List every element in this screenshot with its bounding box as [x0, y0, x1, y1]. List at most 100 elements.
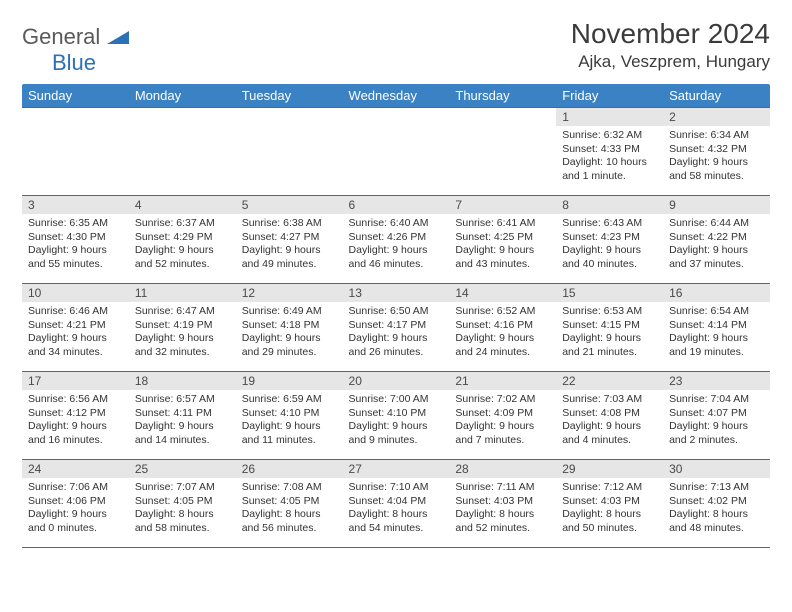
sunrise-text: Sunrise: 6:40 AM [349, 217, 444, 231]
sunset-text: Sunset: 4:10 PM [242, 407, 337, 421]
sunrise-text: Sunrise: 7:13 AM [669, 481, 764, 495]
calendar-table: Sunday Monday Tuesday Wednesday Thursday… [22, 84, 770, 548]
sunset-text: Sunset: 4:23 PM [562, 231, 657, 245]
sunset-text: Sunset: 4:30 PM [28, 231, 123, 245]
sunset-text: Sunset: 4:27 PM [242, 231, 337, 245]
day-details: Sunrise: 7:06 AMSunset: 4:06 PMDaylight:… [22, 478, 129, 540]
sunrise-text: Sunrise: 7:08 AM [242, 481, 337, 495]
sunrise-text: Sunrise: 6:34 AM [669, 129, 764, 143]
day-number: 24 [22, 460, 129, 478]
sunrise-text: Sunrise: 7:10 AM [349, 481, 444, 495]
sunset-text: Sunset: 4:16 PM [455, 319, 550, 333]
calendar-cell: 4Sunrise: 6:37 AMSunset: 4:29 PMDaylight… [129, 196, 236, 284]
calendar-cell: 23Sunrise: 7:04 AMSunset: 4:07 PMDayligh… [663, 372, 770, 460]
daylight-text: Daylight: 9 hours and 40 minutes. [562, 244, 657, 271]
calendar-cell: 12Sunrise: 6:49 AMSunset: 4:18 PMDayligh… [236, 284, 343, 372]
sunrise-text: Sunrise: 6:56 AM [28, 393, 123, 407]
day-details: Sunrise: 7:00 AMSunset: 4:10 PMDaylight:… [343, 390, 450, 452]
daylight-text: Daylight: 8 hours and 50 minutes. [562, 508, 657, 535]
day-details: Sunrise: 6:46 AMSunset: 4:21 PMDaylight:… [22, 302, 129, 364]
sunrise-text: Sunrise: 6:52 AM [455, 305, 550, 319]
location-text: Ajka, Veszprem, Hungary [571, 52, 770, 72]
day-number: 9 [663, 196, 770, 214]
sunrise-text: Sunrise: 6:43 AM [562, 217, 657, 231]
daylight-text: Daylight: 9 hours and 29 minutes. [242, 332, 337, 359]
daylight-text: Daylight: 9 hours and 4 minutes. [562, 420, 657, 447]
dow-wednesday: Wednesday [343, 84, 450, 108]
sunset-text: Sunset: 4:05 PM [135, 495, 230, 509]
sunset-text: Sunset: 4:09 PM [455, 407, 550, 421]
day-details: Sunrise: 6:35 AMSunset: 4:30 PMDaylight:… [22, 214, 129, 276]
day-number: 17 [22, 372, 129, 390]
calendar-cell [129, 108, 236, 196]
sunrise-text: Sunrise: 6:32 AM [562, 129, 657, 143]
calendar-cell: 17Sunrise: 6:56 AMSunset: 4:12 PMDayligh… [22, 372, 129, 460]
day-number: 6 [343, 196, 450, 214]
day-details: Sunrise: 6:59 AMSunset: 4:10 PMDaylight:… [236, 390, 343, 452]
sunset-text: Sunset: 4:10 PM [349, 407, 444, 421]
day-number: 29 [556, 460, 663, 478]
day-number: 18 [129, 372, 236, 390]
daylight-text: Daylight: 9 hours and 11 minutes. [242, 420, 337, 447]
calendar-cell [22, 108, 129, 196]
sunset-text: Sunset: 4:14 PM [669, 319, 764, 333]
sunset-text: Sunset: 4:25 PM [455, 231, 550, 245]
day-details: Sunrise: 7:03 AMSunset: 4:08 PMDaylight:… [556, 390, 663, 452]
calendar-cell: 5Sunrise: 6:38 AMSunset: 4:27 PMDaylight… [236, 196, 343, 284]
day-number: 4 [129, 196, 236, 214]
daylight-text: Daylight: 9 hours and 16 minutes. [28, 420, 123, 447]
sunrise-text: Sunrise: 6:59 AM [242, 393, 337, 407]
daylight-text: Daylight: 9 hours and 7 minutes. [455, 420, 550, 447]
day-number: 8 [556, 196, 663, 214]
day-details: Sunrise: 7:07 AMSunset: 4:05 PMDaylight:… [129, 478, 236, 540]
day-details: Sunrise: 6:56 AMSunset: 4:12 PMDaylight:… [22, 390, 129, 452]
day-details: Sunrise: 6:50 AMSunset: 4:17 PMDaylight:… [343, 302, 450, 364]
day-number: 23 [663, 372, 770, 390]
sunset-text: Sunset: 4:22 PM [669, 231, 764, 245]
day-details: Sunrise: 6:44 AMSunset: 4:22 PMDaylight:… [663, 214, 770, 276]
day-details: Sunrise: 6:52 AMSunset: 4:16 PMDaylight:… [449, 302, 556, 364]
day-number: 12 [236, 284, 343, 302]
calendar-cell: 15Sunrise: 6:53 AMSunset: 4:15 PMDayligh… [556, 284, 663, 372]
day-number: 25 [129, 460, 236, 478]
daylight-text: Daylight: 9 hours and 46 minutes. [349, 244, 444, 271]
calendar-cell [236, 108, 343, 196]
day-details: Sunrise: 7:02 AMSunset: 4:09 PMDaylight:… [449, 390, 556, 452]
dow-monday: Monday [129, 84, 236, 108]
daylight-text: Daylight: 8 hours and 56 minutes. [242, 508, 337, 535]
sunset-text: Sunset: 4:03 PM [562, 495, 657, 509]
calendar-cell: 20Sunrise: 7:00 AMSunset: 4:10 PMDayligh… [343, 372, 450, 460]
sunset-text: Sunset: 4:02 PM [669, 495, 764, 509]
sunset-text: Sunset: 4:21 PM [28, 319, 123, 333]
calendar-cell: 16Sunrise: 6:54 AMSunset: 4:14 PMDayligh… [663, 284, 770, 372]
sunrise-text: Sunrise: 6:44 AM [669, 217, 764, 231]
sunrise-text: Sunrise: 6:46 AM [28, 305, 123, 319]
day-details: Sunrise: 7:13 AMSunset: 4:02 PMDaylight:… [663, 478, 770, 540]
day-number: 28 [449, 460, 556, 478]
day-number: 14 [449, 284, 556, 302]
daylight-text: Daylight: 9 hours and 24 minutes. [455, 332, 550, 359]
day-details: Sunrise: 6:49 AMSunset: 4:18 PMDaylight:… [236, 302, 343, 364]
daylight-text: Daylight: 9 hours and 34 minutes. [28, 332, 123, 359]
day-number: 26 [236, 460, 343, 478]
day-number: 10 [22, 284, 129, 302]
sunset-text: Sunset: 4:12 PM [28, 407, 123, 421]
sunrise-text: Sunrise: 6:38 AM [242, 217, 337, 231]
calendar-cell: 28Sunrise: 7:11 AMSunset: 4:03 PMDayligh… [449, 460, 556, 548]
sunrise-text: Sunrise: 7:12 AM [562, 481, 657, 495]
sunset-text: Sunset: 4:29 PM [135, 231, 230, 245]
sunset-text: Sunset: 4:15 PM [562, 319, 657, 333]
sunset-text: Sunset: 4:33 PM [562, 143, 657, 157]
calendar-cell: 3Sunrise: 6:35 AMSunset: 4:30 PMDaylight… [22, 196, 129, 284]
daylight-text: Daylight: 8 hours and 54 minutes. [349, 508, 444, 535]
sunrise-text: Sunrise: 7:00 AM [349, 393, 444, 407]
day-details: Sunrise: 7:12 AMSunset: 4:03 PMDaylight:… [556, 478, 663, 540]
calendar-cell: 22Sunrise: 7:03 AMSunset: 4:08 PMDayligh… [556, 372, 663, 460]
sunrise-text: Sunrise: 6:47 AM [135, 305, 230, 319]
logo: General Blue [22, 24, 129, 76]
sunset-text: Sunset: 4:18 PM [242, 319, 337, 333]
daylight-text: Daylight: 9 hours and 58 minutes. [669, 156, 764, 183]
sunrise-text: Sunrise: 6:41 AM [455, 217, 550, 231]
daylight-text: Daylight: 9 hours and 52 minutes. [135, 244, 230, 271]
sunrise-text: Sunrise: 6:53 AM [562, 305, 657, 319]
